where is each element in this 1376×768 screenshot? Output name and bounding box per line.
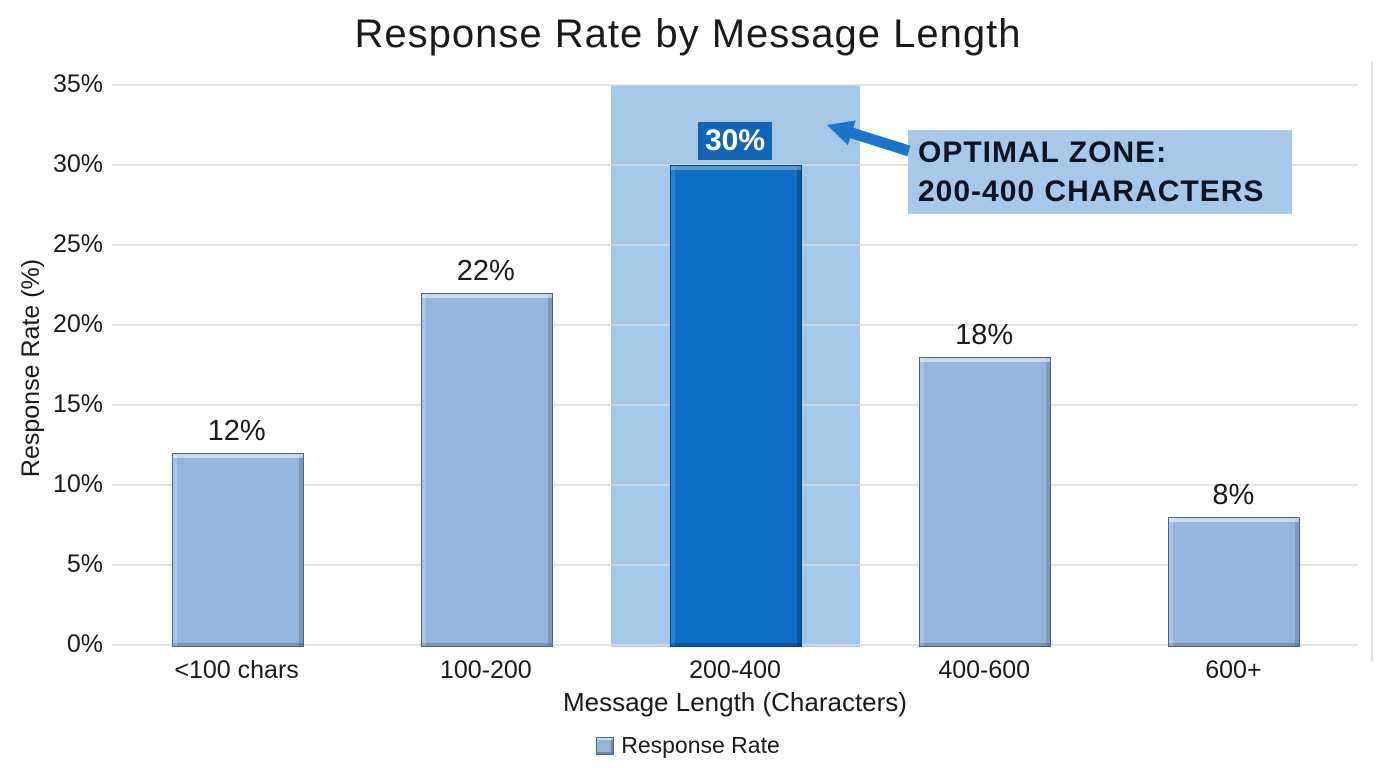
annotation-arrow-icon <box>827 120 911 157</box>
arrow-shape <box>827 120 911 157</box>
y-tick-label: 20% <box>52 310 103 338</box>
y-tick-label: 15% <box>52 390 103 418</box>
y-tick-label: 25% <box>52 230 103 258</box>
legend: Response Rate <box>0 732 1376 759</box>
bar-value-label: 12% <box>207 415 266 447</box>
x-tick-label: 600+ <box>1205 656 1262 684</box>
chart-title: Response Rate by Message Length <box>354 12 1022 56</box>
bar-value-label: 22% <box>456 255 515 287</box>
bar <box>171 453 304 647</box>
frame-edge-line <box>1371 62 1373 662</box>
highlight-value-chip: 30% <box>698 122 772 160</box>
bar-value-label: 18% <box>955 319 1014 351</box>
y-tick-label: 30% <box>52 150 103 178</box>
bar <box>670 165 802 647</box>
y-tick-label: 5% <box>66 550 103 578</box>
y-axis-title: Response Rate (%) <box>17 258 45 478</box>
bar <box>1168 517 1301 647</box>
x-tick-label: 200-400 <box>689 656 781 684</box>
plot-area: 12% 22% 30% 18% 8% <box>112 84 1358 647</box>
bar <box>919 357 1052 647</box>
gridline <box>112 84 1358 86</box>
y-tick-label: 0% <box>66 630 103 658</box>
annotation-line-2: 200-400 CHARACTERS <box>918 175 1265 208</box>
bar <box>420 293 553 647</box>
x-axis-title: Message Length (Characters) <box>563 687 907 717</box>
annotation-line-1: OPTIMAL ZONE: <box>918 136 1168 169</box>
legend-label: Response Rate <box>621 732 780 758</box>
annotation-box: OPTIMAL ZONE: 200-400 CHARACTERS <box>908 130 1292 214</box>
y-tick-label: 35% <box>52 70 103 98</box>
y-tick-label: 10% <box>52 470 103 498</box>
x-tick-label: 100-200 <box>439 656 532 684</box>
x-tick-label: <100 chars <box>174 656 299 684</box>
bar-value-label: 8% <box>1212 479 1255 511</box>
x-tick-label: 400-600 <box>938 656 1031 684</box>
legend-swatch-icon <box>596 736 615 755</box>
